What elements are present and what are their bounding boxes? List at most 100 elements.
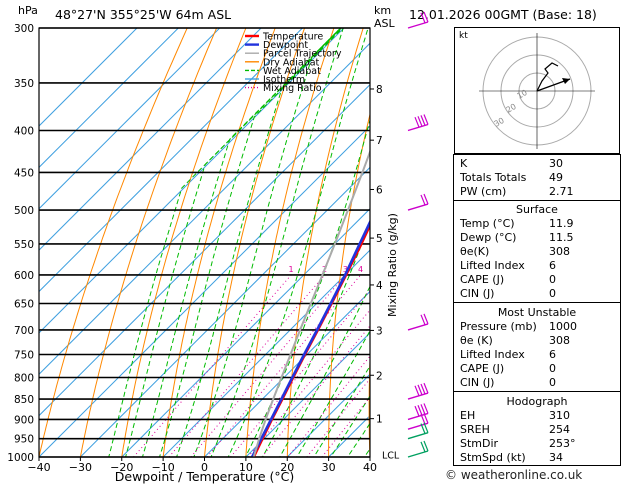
mixing-ratio-value-label: 10 — [407, 265, 417, 274]
mixing-ratio-value-label: 1 — [289, 265, 294, 274]
legend-item-label: Temperature — [262, 32, 323, 43]
wind-barb-flag — [420, 115, 426, 126]
location-label: 48°27'N 355°25'W 64m ASL — [55, 7, 232, 22]
isotherm-line — [286, 373, 370, 457]
pressure-tick-label: 450 — [14, 167, 34, 179]
isotherm-line — [121, 208, 370, 457]
wind-barb-flag — [423, 11, 429, 23]
x-tick-label: −10 — [152, 461, 175, 474]
hodograph-unit-label: kt — [459, 31, 468, 41]
pressure-tick-label: 950 — [14, 434, 34, 446]
mu-cape-label: CAPE (J) — [460, 362, 505, 375]
surface-dewp-label: Dewp (°C) — [460, 231, 517, 244]
surface-theta-value: 308 — [549, 245, 570, 258]
hodograph-ring-label: 30 — [493, 116, 506, 129]
mixing-ratio-line — [168, 274, 325, 457]
km-tick-label: 8 — [376, 84, 383, 96]
stmdir-label: StmDir — [460, 437, 499, 450]
hodograph: kt 10 20 30 — [454, 27, 620, 154]
lcl-label: LCL — [382, 451, 400, 462]
wind-barb-flag — [423, 313, 429, 325]
isotherm-line — [39, 28, 345, 334]
mixing-ratio-line — [230, 289, 370, 457]
pressure-tick-label: 800 — [14, 372, 34, 384]
km-tick-label: 5 — [376, 233, 383, 245]
surface-cin-value: 0 — [549, 287, 556, 300]
pressure-tick-label: 850 — [14, 394, 34, 406]
km-tick-label: 7 — [376, 135, 383, 147]
surface-title: Surface — [516, 203, 558, 216]
mu-cape-value: 0 — [549, 362, 556, 375]
pw-label: PW (cm) — [460, 185, 507, 198]
km-tick-label: 6 — [376, 184, 383, 196]
sreh-value: 254 — [549, 423, 570, 436]
asl-unit-label: ASL — [374, 17, 395, 30]
isotherm-line — [39, 28, 221, 210]
most-unstable-title: Most Unstable — [497, 306, 577, 319]
wind-barb-flag — [420, 314, 426, 326]
eh-label: EH — [460, 409, 476, 422]
surface-cape-value: 0 — [549, 273, 556, 286]
km-tick-label: 2 — [376, 370, 383, 382]
datetime-label: 12.01.2026 00GMT (Base: 18) — [409, 7, 597, 22]
storm-motion-arrowhead — [562, 78, 570, 84]
pressure-tick-label: 650 — [14, 299, 34, 311]
pressure-tick-label: 350 — [14, 78, 34, 90]
wet-adiabat-line — [313, 365, 370, 457]
pressure-tick-label: 750 — [14, 349, 34, 361]
surface-temp-label: Temp (°C) — [460, 217, 515, 230]
wind-barb-flag — [423, 382, 429, 394]
mu-cin-value: 0 — [549, 376, 556, 389]
mu-pressure-value: 1000 — [549, 320, 577, 333]
x-tick-label: −40 — [27, 461, 50, 474]
pressure-tick-label: 400 — [14, 126, 34, 138]
stmspd-label: StmSpd (kt) — [460, 451, 526, 464]
wind-barb-flag — [423, 412, 429, 424]
wind-barb-flag — [420, 194, 426, 206]
legend-item-label: Dry Adiabat — [263, 57, 320, 68]
isotherm-line — [39, 28, 138, 127]
mixing-ratio-line — [247, 309, 370, 457]
x-tick-label: 0 — [201, 461, 208, 474]
mixing-ratio-value-label: 6 — [380, 265, 385, 274]
hpa-unit-label: hPa — [18, 4, 38, 17]
surface-theta-label: θe(K) — [460, 245, 490, 258]
k-index-label: K — [460, 157, 468, 170]
km-tick-label: 3 — [376, 325, 383, 337]
x-tick-label: 30 — [322, 461, 336, 474]
isotherm-line — [39, 28, 262, 251]
hodograph-trace — [536, 62, 559, 92]
km-tick-label: 4 — [376, 280, 383, 292]
mixing-ratio-value-label: 3 — [343, 265, 348, 274]
mu-li-label: Lifted Index — [460, 348, 525, 361]
mu-li-value: 6 — [549, 348, 556, 361]
wind-barb-flag — [420, 413, 426, 425]
mu-cin-label: CIN (J) — [460, 376, 495, 389]
pressure-tick-label: 600 — [14, 270, 34, 282]
wind-barb-flag — [414, 405, 420, 417]
isotherm-line — [203, 290, 370, 457]
totals-totals-value: 49 — [549, 171, 563, 184]
pressure-tick-label: 300 — [14, 23, 34, 35]
km-unit-label: km — [374, 4, 392, 17]
x-axis-title: Dewpoint / Temperature (°C) — [115, 469, 294, 484]
mixing-ratio-value-label: 15 — [432, 265, 442, 274]
dry-adiabat-line — [368, 349, 370, 457]
wind-barb-flag — [414, 116, 420, 128]
wind-barb-flag — [420, 383, 426, 395]
isotherm-line — [39, 42, 370, 375]
surface-cape-label: CAPE (J) — [460, 273, 505, 286]
legend-item-label: Wet Adiabat — [263, 66, 321, 77]
wet-adiabat-line — [210, 28, 344, 457]
legend-item-label: Parcel Trajectory — [263, 49, 342, 60]
wind-barb-flag — [423, 114, 429, 125]
mu-pressure-label: Pressure (mb) — [460, 320, 537, 333]
wet-adiabat-line — [296, 329, 370, 457]
pressure-tick-label: 700 — [14, 325, 34, 337]
wet-adiabat-line — [330, 395, 370, 457]
wind-barb-flag — [423, 403, 429, 414]
wind-barb-flag — [420, 12, 426, 24]
wind-barb-flag — [423, 193, 429, 205]
hodograph-ring-label: 20 — [505, 102, 518, 115]
